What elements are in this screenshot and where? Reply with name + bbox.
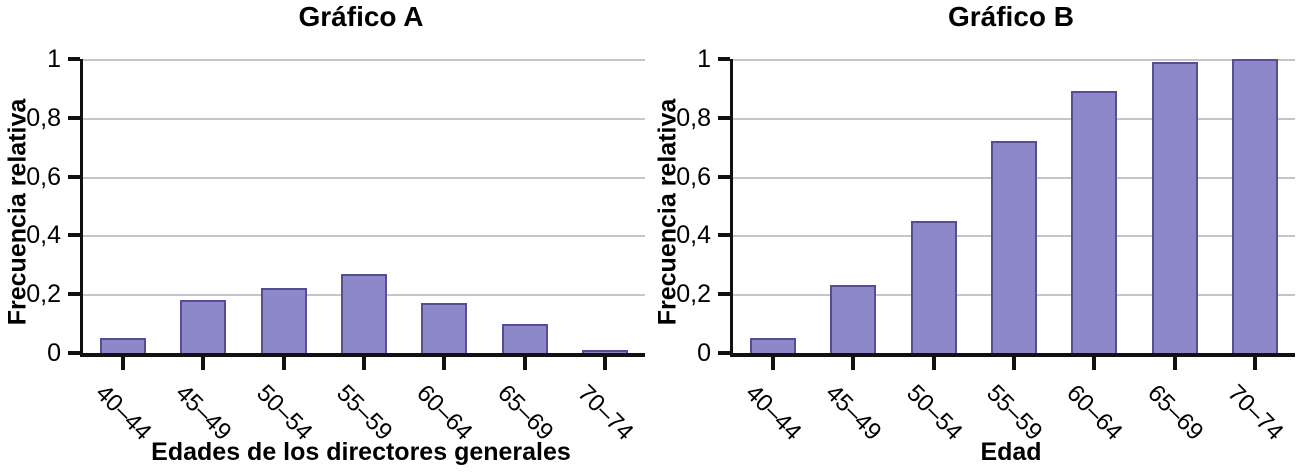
x-tick-label: 55–59 (331, 379, 398, 446)
x-tick-label: 65–69 (1141, 379, 1209, 446)
bar (910, 220, 957, 353)
bar (830, 285, 877, 353)
x-axis-tick (361, 357, 366, 370)
y-tick-label: 0,6 (26, 162, 61, 191)
y-axis-tick (68, 351, 80, 355)
y-axis-tick (68, 115, 80, 120)
bar-slot: 65–69 (484, 59, 564, 446)
y-tick-label: 1 (697, 45, 711, 73)
y-axis-tick (718, 57, 730, 61)
bar-slot: 40–44 (83, 59, 163, 446)
x-tick-label: 60–64 (411, 379, 478, 446)
bar-slot: 55–59 (974, 59, 1054, 446)
x-tick-label: 45–49 (170, 379, 237, 446)
x-tick-label: 60–64 (1061, 379, 1128, 446)
y-axis-tick (68, 292, 80, 297)
chart-title: Gráfico A (298, 1, 424, 32)
x-tick-label: 70–74 (1222, 379, 1289, 446)
plot-area: 0 0,2 0,4 0,6 0,8 1 40–44 45–49 50–54 55–59 60–64 6… (26, 46, 645, 446)
y-axis-tick (68, 233, 80, 238)
y-tick-label: 0,4 (676, 221, 711, 250)
bars-layer: 40–44 45–49 50–54 55–59 60–64 65–69 70–74 (733, 59, 1295, 446)
y-axis-tick (718, 292, 730, 297)
bar (100, 338, 147, 353)
chart-grafico-b: Gráfico B Frecuencia relativa 0 0,2 0,4 0,6… (650, 0, 1300, 476)
plot-area: 0 0,2 0,4 0,6 0,8 1 40–44 45–49 50–54 55–59 60–64 6… (676, 46, 1295, 446)
bar-slot: 70–74 (565, 59, 645, 446)
y-tick-label: 0,2 (676, 280, 711, 309)
bar (1231, 59, 1278, 353)
x-axis-tick (281, 357, 286, 370)
x-tick-label: 40–44 (740, 379, 807, 446)
x-axis-tick (121, 357, 126, 370)
x-axis-tick (1172, 357, 1177, 370)
y-tick-label: 0,4 (26, 221, 61, 250)
y-axis-tick (718, 351, 730, 355)
bar-slot: 50–54 (894, 59, 974, 446)
x-axis-tick (931, 357, 936, 370)
bar (750, 338, 797, 353)
bar-slot: 60–64 (1054, 59, 1134, 446)
y-tick-label: 0 (697, 339, 711, 367)
y-axis-tick (718, 115, 730, 120)
x-tick-label: 50–54 (900, 379, 968, 446)
y-axis-tick (718, 174, 730, 179)
y-tick-label: 0 (47, 339, 61, 367)
bar (501, 323, 548, 353)
x-axis-tick (1252, 357, 1257, 370)
y-tick-label: 0,8 (676, 103, 711, 132)
chart-title: Gráfico B (947, 1, 1075, 32)
bar (1151, 61, 1198, 353)
y-tick-label: 0,8 (26, 103, 61, 132)
x-axis-tick (201, 357, 206, 370)
bar (1071, 91, 1118, 353)
bar-slot: 45–49 (813, 59, 893, 446)
y-tick-label: 0,6 (676, 162, 711, 191)
bar-slot: 70–74 (1215, 59, 1295, 446)
y-axis-tick (68, 57, 80, 61)
x-axis-tick (1011, 357, 1016, 370)
bar-slot: 60–64 (404, 59, 484, 446)
x-axis-tick (522, 357, 527, 370)
y-tick-label: 0,2 (26, 280, 61, 309)
x-tick-label: 45–49 (820, 379, 887, 446)
x-axis-tick (771, 357, 776, 370)
bar (180, 300, 227, 353)
x-axis-title: Edades de los directores generales (151, 438, 571, 466)
bars-layer: 40–44 45–49 50–54 55–59 60–64 65–69 70–74 (83, 59, 645, 446)
y-axis-tick (718, 233, 730, 238)
x-axis-tick (1092, 357, 1097, 370)
x-axis-tick (851, 357, 856, 370)
x-tick-label: 65–69 (491, 379, 559, 446)
bar-slot: 65–69 (1134, 59, 1214, 446)
bar (421, 303, 468, 353)
bar (581, 350, 628, 353)
x-axis-title: Edad (980, 438, 1042, 466)
y-tick-label: 1 (47, 45, 61, 73)
x-axis-tick (602, 357, 607, 370)
bar-slot: 55–59 (324, 59, 404, 446)
bar-slot: 40–44 (733, 59, 813, 446)
x-tick-label: 70–74 (572, 379, 639, 446)
x-tick-label: 40–44 (90, 379, 157, 446)
bar (340, 273, 387, 353)
x-axis-tick (442, 357, 447, 370)
x-tick-label: 50–54 (250, 379, 318, 446)
bar (260, 288, 307, 353)
bar-slot: 45–49 (163, 59, 243, 446)
bar-slot: 50–54 (244, 59, 324, 446)
y-axis-tick (68, 174, 80, 179)
x-tick-label: 55–59 (981, 379, 1048, 446)
bar (990, 141, 1037, 353)
chart-grafico-a: Gráfico A Frecuencia relativa 0 0,2 0,4 0,6… (0, 0, 650, 476)
